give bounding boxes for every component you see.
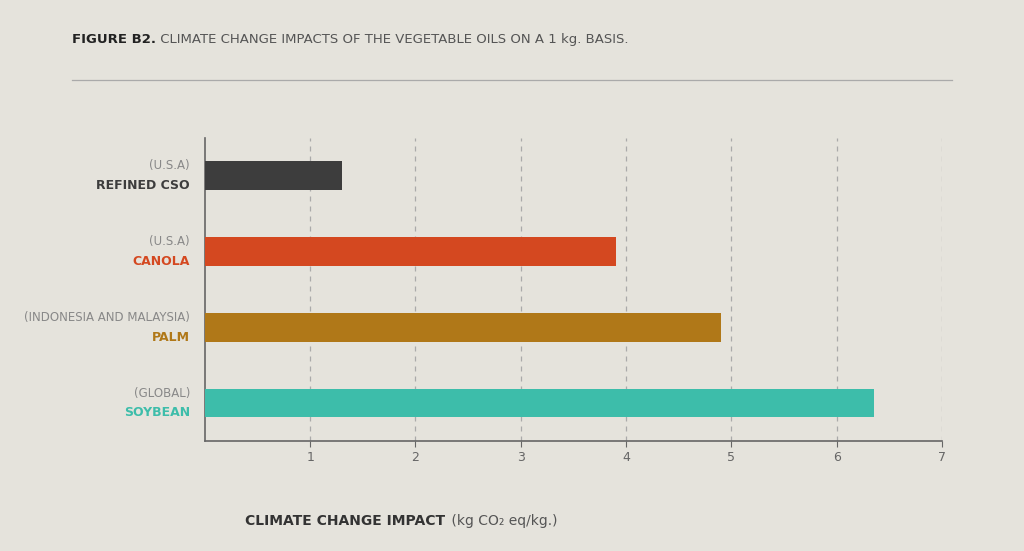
Text: (kg CO₂ eq/kg.): (kg CO₂ eq/kg.) [447, 514, 558, 528]
Text: (GLOBAL): (GLOBAL) [134, 387, 190, 399]
Text: CLIMATE CHANGE IMPACTS OF THE VEGETABLE OILS ON A 1 kg. BASIS.: CLIMATE CHANGE IMPACTS OF THE VEGETABLE … [156, 33, 628, 46]
Text: REFINED CSO: REFINED CSO [96, 179, 190, 192]
Text: (U.S.A): (U.S.A) [150, 159, 190, 172]
Bar [205, 161, 342, 190]
Text: CLIMATE CHANGE IMPACT: CLIMATE CHANGE IMPACT [246, 514, 445, 528]
Text: SOYBEAN: SOYBEAN [124, 406, 190, 419]
Text: (U.S.A): (U.S.A) [150, 235, 190, 248]
Text: FIGURE B2.: FIGURE B2. [72, 33, 156, 46]
Text: PALM: PALM [152, 331, 190, 343]
Bar [205, 237, 615, 266]
Bar [205, 313, 721, 342]
Bar [205, 388, 873, 417]
Text: CANOLA: CANOLA [133, 255, 190, 268]
Text: (INDONESIA AND MALAYSIA): (INDONESIA AND MALAYSIA) [25, 311, 190, 324]
